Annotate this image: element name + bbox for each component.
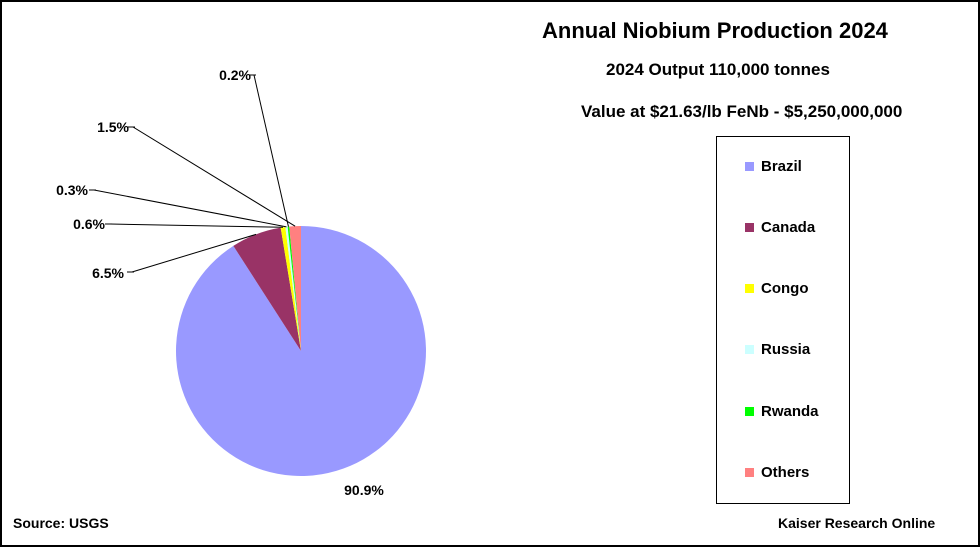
- leader-line-rwanda: [253, 74, 289, 227]
- data-label-canada: 6.5%: [92, 265, 124, 281]
- legend-swatch-congo: [745, 284, 754, 293]
- pie-slice-others: [289, 226, 301, 351]
- legend-label-brazil: Brazil: [761, 158, 802, 175]
- legend-label-rwanda: Rwanda: [761, 403, 819, 420]
- pie-slice-canada: [233, 227, 301, 351]
- data-label-brazil: 90.9%: [344, 482, 384, 498]
- legend-label-russia: Russia: [761, 341, 811, 358]
- legend-swatch-russia: [745, 345, 754, 354]
- data-label-rwanda: 0.2%: [219, 67, 251, 83]
- legend-label-congo: Congo: [761, 280, 809, 297]
- chart-subtitle: 2024 Output 110,000 tonnes: [606, 60, 830, 79]
- leader-line-congo: [109, 223, 284, 228]
- legend-swatch-others: [745, 468, 754, 477]
- source-note: Source: USGS: [13, 515, 109, 531]
- value-line: Value at $21.63/lb FeNb - $5,250,000,000: [581, 102, 903, 121]
- leader-line-canada: [131, 233, 257, 273]
- legend: Brazil Canada Congo Russia Rwanda Others: [716, 136, 850, 504]
- legend-label-others: Others: [761, 464, 810, 481]
- legend-label-canada: Canada: [761, 219, 816, 236]
- pie-slice-russia: [285, 226, 301, 351]
- data-label-russia: 0.3%: [56, 182, 88, 198]
- data-label-congo: 0.6%: [73, 216, 105, 232]
- legend-swatch-brazil: [745, 162, 754, 171]
- chart-title: Annual Niobium Production 2024: [542, 18, 888, 43]
- credit-note: Kaiser Research Online: [778, 515, 936, 531]
- pie-slice-rwanda: [287, 226, 301, 351]
- pie-slice-brazil: [175, 226, 426, 476]
- pie-slice-congo: [280, 226, 301, 351]
- legend-swatch-rwanda: [745, 407, 754, 416]
- leader-line-russia: [93, 189, 287, 228]
- legend-swatch-canada: [745, 223, 754, 232]
- leader-line-others: [132, 126, 296, 227]
- data-label-others: 1.5%: [97, 119, 129, 135]
